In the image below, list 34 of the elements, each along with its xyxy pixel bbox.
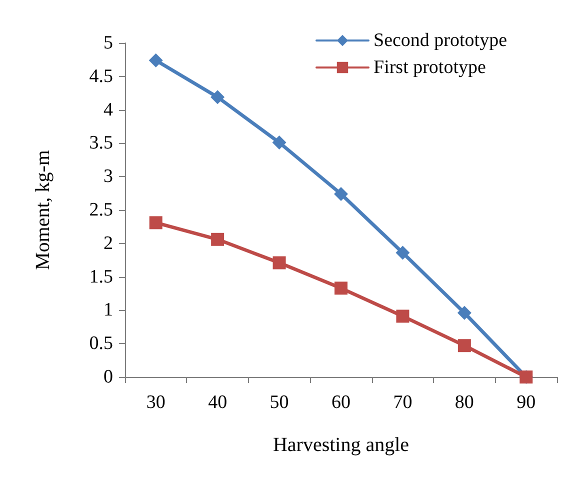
x-tick-label: 40 (208, 392, 228, 413)
x-tick-label: 50 (270, 392, 289, 413)
x-tick-label: 90 (516, 392, 536, 413)
x-tick-label: 80 (454, 392, 474, 413)
y-tick-label: 2 (104, 232, 113, 254)
point (334, 186, 348, 201)
point (457, 306, 472, 320)
x-tick-label: 70 (393, 392, 412, 413)
x-tick-label: 60 (332, 392, 350, 413)
y-tick-label: 2.5 (89, 200, 113, 220)
point (211, 232, 224, 246)
y-tick-label: 0 (104, 366, 113, 388)
point (458, 339, 471, 352)
y-tick-label: 4.5 (89, 66, 113, 87)
y-tick-label: 0.5 (89, 333, 113, 354)
x-axis-title: Harvesting angle (272, 434, 410, 456)
point (210, 90, 225, 104)
point (149, 216, 162, 230)
x-tick-label: 30 (146, 392, 166, 413)
y-tick-label: 4 (104, 99, 114, 120)
y-tick-label: 3 (104, 166, 113, 188)
point (148, 53, 163, 68)
y-tick-label: 1.5 (89, 266, 113, 288)
legend-label: Second prototype (374, 30, 508, 51)
y-tick-label: 1 (104, 300, 113, 321)
y-tick-label: 3.5 (89, 132, 113, 154)
y-tick-label: 5 (104, 32, 113, 54)
point (334, 282, 348, 295)
y-axis-title: Moment, kg-m (32, 150, 54, 270)
point (396, 246, 410, 260)
point (396, 310, 410, 323)
legend-label: First prototype (374, 57, 486, 78)
point (272, 136, 286, 150)
point (272, 256, 286, 270)
